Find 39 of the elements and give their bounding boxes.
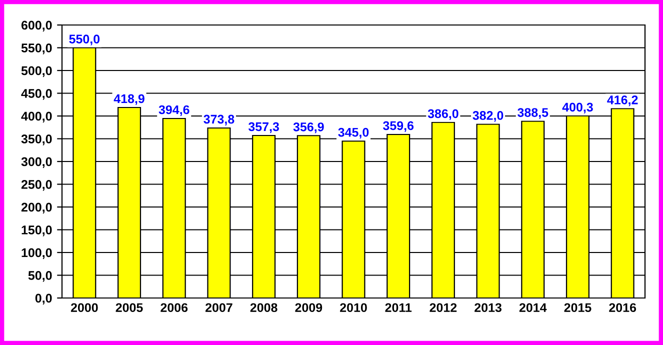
data-label: 382,0 (472, 111, 504, 122)
x-tick-label: 2015 (564, 303, 592, 312)
data-label: 418,9 (114, 94, 144, 105)
y-tick-label: 600,0 (21, 20, 52, 32)
x-tick-label: 2012 (430, 303, 457, 312)
data-label: 373,8 (204, 114, 234, 126)
data-label: 345,0 (338, 128, 369, 139)
y-tick-label: 350,0 (21, 134, 52, 146)
x-tick-label: 2005 (116, 303, 143, 312)
y-tick-label: 150,0 (22, 226, 52, 236)
x-tick-label: 2014 (519, 303, 547, 312)
x-tick-label: 2013 (474, 303, 502, 312)
y-tick-label: 500,0 (21, 66, 52, 77)
x-tick-label: 2007 (205, 303, 232, 312)
y-tick-label: 50,0 (28, 271, 52, 282)
x-tick-label: 2006 (160, 303, 188, 312)
data-label: 388,5 (518, 108, 548, 119)
y-tick-label: 450,0 (21, 89, 52, 100)
y-tick-label: 250,0 (21, 180, 52, 191)
x-tick-label: 2010 (340, 303, 367, 312)
x-tick-label: 2009 (295, 303, 322, 312)
data-label: 400,3 (562, 102, 593, 114)
data-label: 359,6 (382, 121, 414, 132)
data-label: 416,2 (607, 95, 638, 106)
data-label: 394,6 (158, 105, 190, 116)
x-tick-label: 2000 (70, 303, 98, 312)
y-tick-label: 550,0 (21, 44, 52, 54)
y-tick-label: 300,0 (21, 157, 52, 168)
data-label: 356,9 (293, 122, 324, 134)
x-tick-label: 2016 (609, 303, 636, 312)
y-tick-label: 200,0 (21, 202, 52, 214)
data-label: 550,0 (69, 34, 100, 46)
x-tick-label: 2011 (385, 303, 412, 312)
data-label: 386,0 (428, 109, 458, 120)
y-tick-label: 400,0 (21, 112, 52, 122)
x-tick-label: 2008 (250, 303, 278, 312)
y-tick-label: 100,0 (22, 248, 52, 259)
data-label: 357,3 (248, 122, 279, 133)
y-tick-label: 0,0 (35, 294, 52, 304)
